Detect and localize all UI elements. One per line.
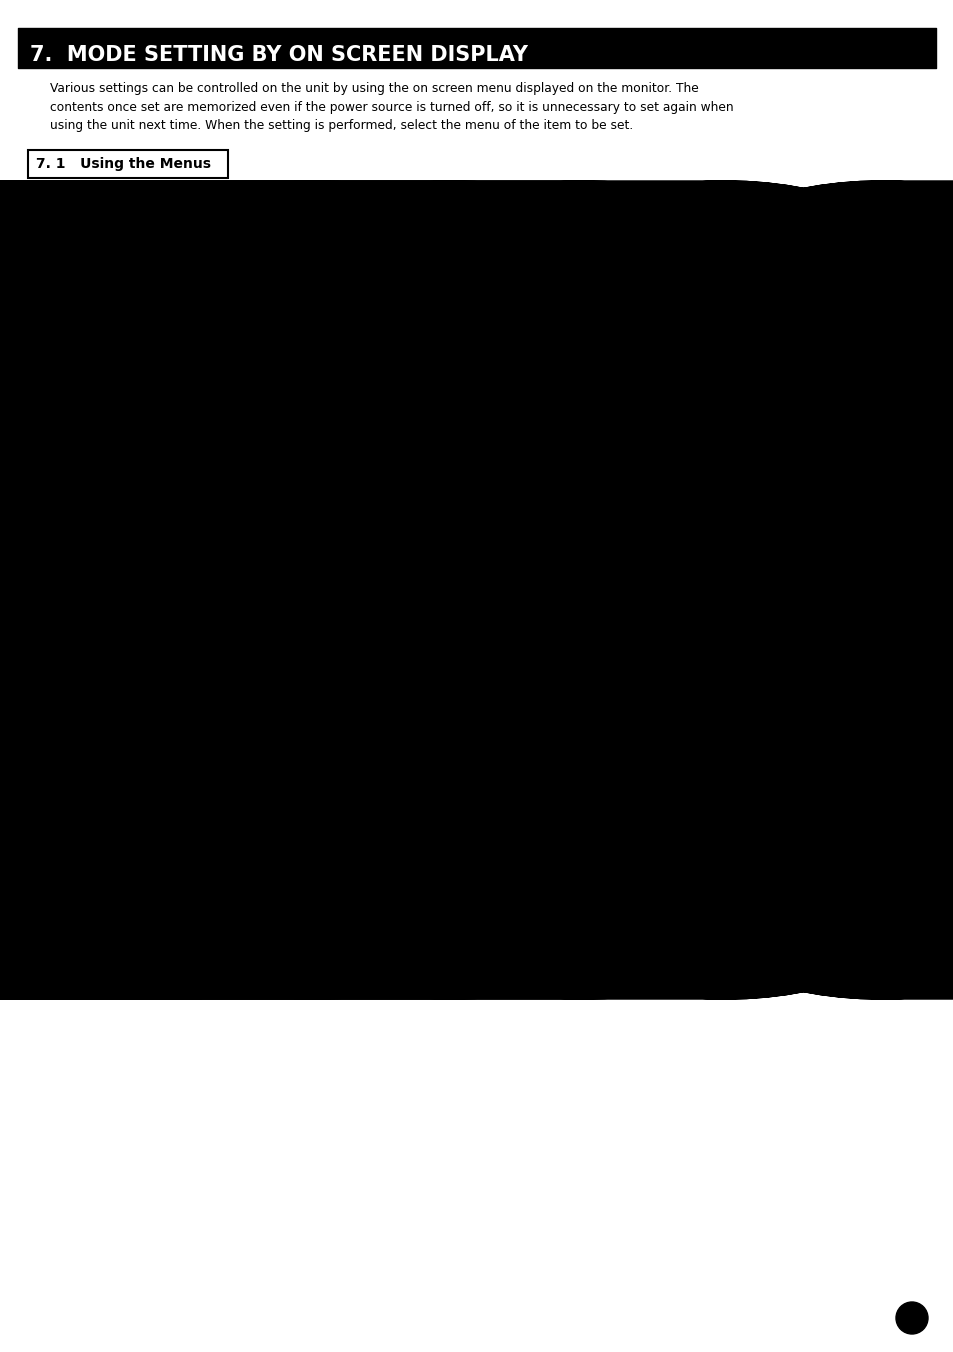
Ellipse shape <box>44 442 80 466</box>
Ellipse shape <box>883 521 921 545</box>
Polygon shape <box>767 575 834 604</box>
Text: WHT BAL: WHT BAL <box>359 556 411 565</box>
Text: PAGE: PAGE <box>551 585 574 595</box>
Polygon shape <box>78 575 145 604</box>
Ellipse shape <box>686 579 722 602</box>
Bar <box>28 150 228 178</box>
Ellipse shape <box>200 442 235 466</box>
Text: DISP: DISP <box>136 402 159 412</box>
Polygon shape <box>214 575 282 604</box>
Text: GAIN: GAIN <box>234 556 262 565</box>
Polygon shape <box>352 575 418 604</box>
Polygon shape <box>78 611 145 641</box>
Text: PAGE: PAGE <box>51 449 73 458</box>
Text: 7.  MODE SETTING BY ON SCREEN DISPLAY: 7. MODE SETTING BY ON SCREEN DISPLAY <box>30 45 527 65</box>
Ellipse shape <box>141 579 177 602</box>
Bar <box>50 318 132 339</box>
Text: E. TRG
PW SR: E. TRG PW SR <box>95 711 128 733</box>
Text: E. TRG
RR: E. TRG RR <box>95 773 128 795</box>
Polygon shape <box>78 740 145 767</box>
Text: 7. 1   Using the Menus: 7. 1 Using the Menus <box>36 157 211 170</box>
Text: POWER ON: POWER ON <box>62 324 120 334</box>
Text: EXT: EXT <box>647 621 667 631</box>
Text: E. TRG
1P SR: E. TRG 1P SR <box>95 650 128 672</box>
Polygon shape <box>481 575 548 604</box>
Bar <box>195 379 284 435</box>
Text: E. TRG
1P SNR: E. TRG 1P SNR <box>93 680 130 702</box>
Polygon shape <box>623 611 690 641</box>
Text: BAUD
RATE: BAUD RATE <box>786 579 816 600</box>
Text: SHAD.
MANU: SHAD. MANU <box>498 579 532 600</box>
Ellipse shape <box>544 579 580 602</box>
Polygon shape <box>78 648 145 675</box>
Text: MANU: MANU <box>95 585 127 595</box>
Text: AWB: AWB <box>374 585 397 595</box>
Text: SHUTTER: SHUTTER <box>86 556 137 565</box>
Polygon shape <box>481 611 548 641</box>
Ellipse shape <box>439 457 479 483</box>
Text: Menus: Menus <box>432 492 473 504</box>
Text: SHAD.
OFF: SHAD. OFF <box>498 615 532 637</box>
Polygon shape <box>78 771 145 798</box>
Ellipse shape <box>286 393 326 420</box>
Text: OFF: OFF <box>238 621 258 631</box>
Text: SS: SS <box>105 621 118 631</box>
Text: 11: 11 <box>902 1310 921 1325</box>
Text: PAGE: PAGE <box>890 529 914 538</box>
Polygon shape <box>623 575 690 604</box>
Text: SYNC: SYNC <box>641 556 672 565</box>
Circle shape <box>895 1302 927 1334</box>
Text: Various settings can be controlled on the unit by using the on screen menu displ: Various settings can be controlled on th… <box>50 82 733 132</box>
Bar <box>42 379 130 435</box>
Text: PAGE: PAGE <box>693 585 716 595</box>
Text: PAGE: PAGE <box>147 585 171 595</box>
Text: DISP: DISP <box>448 465 471 475</box>
Text: OPTION: OPTION <box>780 556 821 565</box>
Text: DISP: DISP <box>294 402 317 412</box>
Ellipse shape <box>128 393 168 420</box>
Text: PROCESS: PROCESS <box>489 556 541 565</box>
Text: * A menu is selected when pushing the [PAGE] button after moving the "→" on the : * A menu is selected when pushing the [P… <box>50 251 716 284</box>
Text: INT: INT <box>648 585 665 595</box>
Text: E. TRG
PW SNR: E. TRG PW SNR <box>91 742 131 764</box>
Text: PAGE: PAGE <box>421 585 444 595</box>
Polygon shape <box>78 708 145 735</box>
Text: Video signal output: Video signal output <box>38 362 133 373</box>
Bar <box>62 518 929 965</box>
Text: Index menu: Index menu <box>211 362 269 373</box>
Text: PAGE: PAGE <box>284 585 308 595</box>
Text: MANU: MANU <box>370 621 400 631</box>
Ellipse shape <box>277 579 314 602</box>
Ellipse shape <box>415 579 451 602</box>
Text: PAGE: PAGE <box>206 449 230 458</box>
Polygon shape <box>78 677 145 704</box>
Text: When the power is turned on, the normal screen showing only the shooting image a: When the power is turned on, the normal … <box>50 192 730 242</box>
Polygon shape <box>214 611 282 641</box>
Polygon shape <box>352 611 418 641</box>
Text: MANU: MANU <box>233 585 264 595</box>
